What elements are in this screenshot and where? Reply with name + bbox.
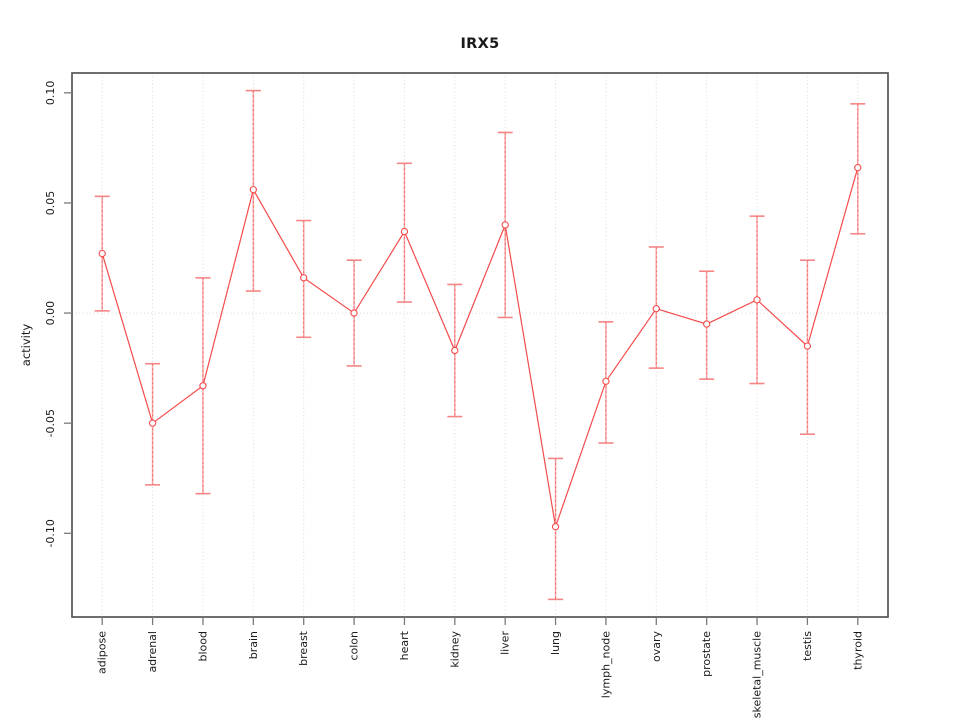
data-point xyxy=(501,221,509,229)
x-category-label: skeletal_muscle xyxy=(751,631,764,718)
chart-title: IRX5 xyxy=(460,36,500,52)
x-category-label: kidney xyxy=(448,631,461,668)
x-category-label: adrenal xyxy=(146,631,159,673)
x-category-label: lung xyxy=(549,631,562,655)
y-tick-label: 0.00 xyxy=(44,301,57,326)
data-point xyxy=(602,377,610,385)
plot-border xyxy=(71,72,889,618)
data-point xyxy=(249,186,257,194)
x-category-label: ovary xyxy=(650,631,663,663)
x-category-label: lymph_node xyxy=(599,631,612,698)
y-tick-label: 0.05 xyxy=(44,191,57,216)
data-point xyxy=(803,342,812,350)
x-category-label: liver xyxy=(499,631,512,655)
data-point xyxy=(300,274,308,282)
x-category-label: blood xyxy=(196,631,209,661)
y-axis-title: activity xyxy=(19,323,33,367)
data-point xyxy=(98,249,106,258)
data-point xyxy=(703,320,711,328)
data-point xyxy=(148,419,157,427)
x-category-label: adipose xyxy=(96,631,109,674)
data-point xyxy=(551,523,560,531)
y-tick-label: 0.10 xyxy=(44,81,57,106)
y-tick-label: -0.10 xyxy=(44,519,57,547)
x-category-label: colon xyxy=(348,631,361,661)
data-point xyxy=(451,346,459,355)
data-point xyxy=(199,382,207,390)
x-category-label: prostate xyxy=(700,631,713,677)
data-point xyxy=(854,164,862,172)
x-category-label: testis xyxy=(801,631,814,661)
x-category-label: heart xyxy=(398,630,411,660)
series-line xyxy=(101,167,859,527)
x-category-label: brain xyxy=(247,631,260,659)
data-point xyxy=(753,296,761,304)
y-tick-label: -0.05 xyxy=(44,409,57,437)
x-category-label: thyroid xyxy=(851,631,864,670)
data-point xyxy=(400,227,409,236)
data-point xyxy=(350,309,358,317)
data-point xyxy=(652,305,660,313)
x-category-label: breast xyxy=(297,630,310,666)
